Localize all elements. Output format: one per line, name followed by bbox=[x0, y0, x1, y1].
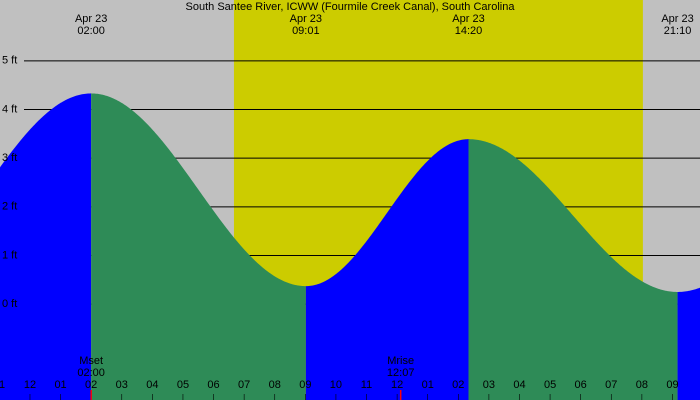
x-tick-label: 04 bbox=[513, 379, 525, 391]
event-date: Apr 23 bbox=[452, 13, 484, 25]
x-tick-label: 07 bbox=[238, 379, 250, 391]
x-tick-label: 07 bbox=[605, 379, 617, 391]
event-time: 09:01 bbox=[292, 25, 320, 37]
x-tick-label: 08 bbox=[269, 379, 281, 391]
x-tick-label: 12 bbox=[24, 379, 36, 391]
y-tick-label: 1 ft bbox=[2, 249, 17, 261]
x-tick-label: 05 bbox=[544, 379, 556, 391]
event-time: 21:10 bbox=[664, 25, 692, 37]
x-tick-label: 11 bbox=[361, 379, 372, 391]
x-tick-label: 11 bbox=[0, 379, 5, 391]
event-date: Apr 23 bbox=[661, 13, 693, 25]
rising-tide bbox=[677, 287, 700, 400]
moon-time: 02:00 bbox=[77, 367, 105, 379]
x-tick-label: 01 bbox=[422, 379, 434, 391]
x-tick-label: 03 bbox=[483, 379, 495, 391]
x-tick-label: 08 bbox=[636, 379, 648, 391]
x-tick-label: 03 bbox=[116, 379, 128, 391]
y-tick-label: 3 ft bbox=[2, 152, 17, 164]
rising-tide bbox=[0, 93, 92, 400]
moon-label: Mset bbox=[79, 355, 103, 367]
event-time: 14:20 bbox=[455, 25, 483, 37]
x-tick-label: 09 bbox=[299, 379, 311, 391]
y-tick-label: 2 ft bbox=[2, 201, 17, 213]
rising-tide bbox=[305, 139, 469, 400]
x-tick-label: 04 bbox=[146, 379, 158, 391]
x-tick-label: 05 bbox=[177, 379, 189, 391]
moon-time: 12:07 bbox=[387, 367, 415, 379]
x-tick-label: 09 bbox=[666, 379, 678, 391]
event-date: Apr 23 bbox=[75, 13, 107, 25]
x-tick-label: 06 bbox=[575, 379, 587, 391]
falling-tide bbox=[468, 139, 678, 400]
y-tick-label: 4 ft bbox=[2, 103, 17, 115]
event-time: 02:00 bbox=[77, 25, 105, 37]
event-date: Apr 23 bbox=[290, 13, 322, 25]
x-tick-label: 10 bbox=[330, 379, 342, 391]
x-tick-label: 01 bbox=[54, 379, 66, 391]
y-tick-label: 5 ft bbox=[2, 55, 17, 67]
falling-tide bbox=[91, 93, 306, 400]
x-tick-label: 06 bbox=[207, 379, 219, 391]
chart-title: South Santee River, ICWW (Fourmile Creek… bbox=[186, 1, 516, 13]
y-tick-label: 0 ft bbox=[2, 298, 17, 310]
x-tick-label: 02 bbox=[452, 379, 464, 391]
x-tick-label: 12 bbox=[391, 379, 403, 391]
moon-label: Mrise bbox=[387, 355, 414, 367]
x-tick-label: 02 bbox=[85, 379, 97, 391]
